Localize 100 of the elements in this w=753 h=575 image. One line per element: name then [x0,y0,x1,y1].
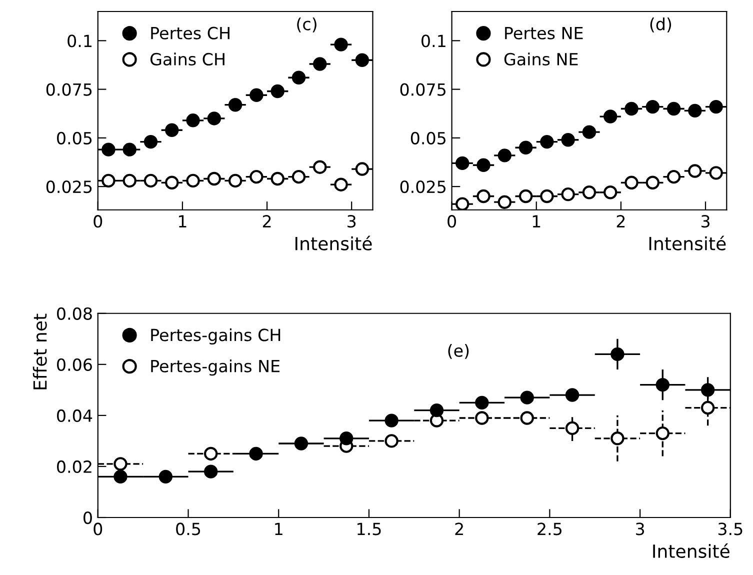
point [604,186,618,200]
point [582,186,596,200]
point [144,134,158,149]
point [520,390,534,404]
point [498,195,512,209]
point [624,176,638,190]
y-tick-label: 0.06 [57,358,92,371]
y-tick-label: 0.08 [57,307,92,320]
x-tick-label: 1 [275,522,282,536]
point [122,142,136,156]
point [334,38,348,52]
point [688,164,702,178]
point [561,133,575,147]
point [114,457,128,471]
x-axis-title: Intensité [295,236,372,250]
x-tick-label: 1 [178,215,186,228]
point [666,170,681,184]
point [313,57,327,71]
point [144,174,158,188]
point [565,421,580,436]
y-tick-label: 0.075 [400,83,446,96]
point [228,174,242,188]
y-tick-label: 0 [84,511,92,524]
x-tick-label: 3.5 [718,522,742,536]
y-tick-label: 0.1 [422,34,446,48]
x-axis-title: Intensité [649,236,726,250]
point [250,88,264,102]
point [646,100,660,114]
x-tick-label: 2 [616,215,625,228]
point [228,98,242,112]
annotation: (e) [448,344,469,359]
x-tick-label: 3 [636,522,644,536]
point [688,104,702,118]
point [561,187,575,202]
point [165,123,179,137]
annotation: (d) [650,17,672,32]
point [250,170,264,184]
point [207,112,222,126]
legend-label: Gains CH [150,52,224,66]
point [666,102,681,116]
x-tick-label: 3 [348,215,356,228]
x-tick-label: 0 [94,215,102,228]
legend-label: Pertes-gains CH [151,328,280,345]
point [340,432,354,446]
x-tick-label: 0 [94,522,102,536]
point [270,84,284,98]
x-tick-label: 1.5 [358,522,381,536]
point [334,178,348,192]
x-axis-title: Intensité [653,543,730,558]
x-tick-label: 2 [262,215,271,228]
point [165,176,179,190]
point [186,174,200,188]
point [565,388,580,402]
y-axis-title: Effet net [32,314,47,390]
point [102,174,116,188]
point [540,134,554,149]
point [158,470,173,484]
point [656,426,670,440]
x-tick-label: 3 [701,215,710,228]
x-tick-label: 2 [455,522,463,536]
point [102,142,116,156]
y-tick-label: 0.02 [57,460,92,474]
point [476,158,490,172]
point [207,172,222,186]
legend-label: Pertes-gains NE [151,360,280,376]
annotation: (c) [297,17,316,32]
point [292,70,306,84]
point [476,189,490,204]
point [518,140,533,154]
point [430,403,444,418]
point [604,110,618,124]
point [204,446,218,461]
legend-label: Gains NE [504,52,578,66]
point [520,411,534,425]
point [709,100,723,114]
x-tick-label: 0.5 [176,522,200,536]
point [249,446,263,461]
point [384,434,398,448]
x-tick-label: 1 [532,215,540,228]
point [498,148,512,162]
point [646,176,660,190]
point [610,432,624,446]
point [709,166,723,180]
point [624,102,638,116]
point [294,436,308,450]
point [456,156,470,170]
point [456,197,470,210]
point [610,347,624,362]
point [540,189,554,204]
legend-label: Pertes CH [151,26,230,40]
point [313,160,327,174]
point [700,400,715,415]
point [114,470,128,484]
x-tick-label: 0 [448,215,456,228]
point [518,189,533,204]
point [355,53,370,67]
y-tick-label: 0.05 [57,132,92,144]
y-tick-label: 0.025 [46,180,92,194]
point [355,162,370,176]
point [186,114,200,128]
